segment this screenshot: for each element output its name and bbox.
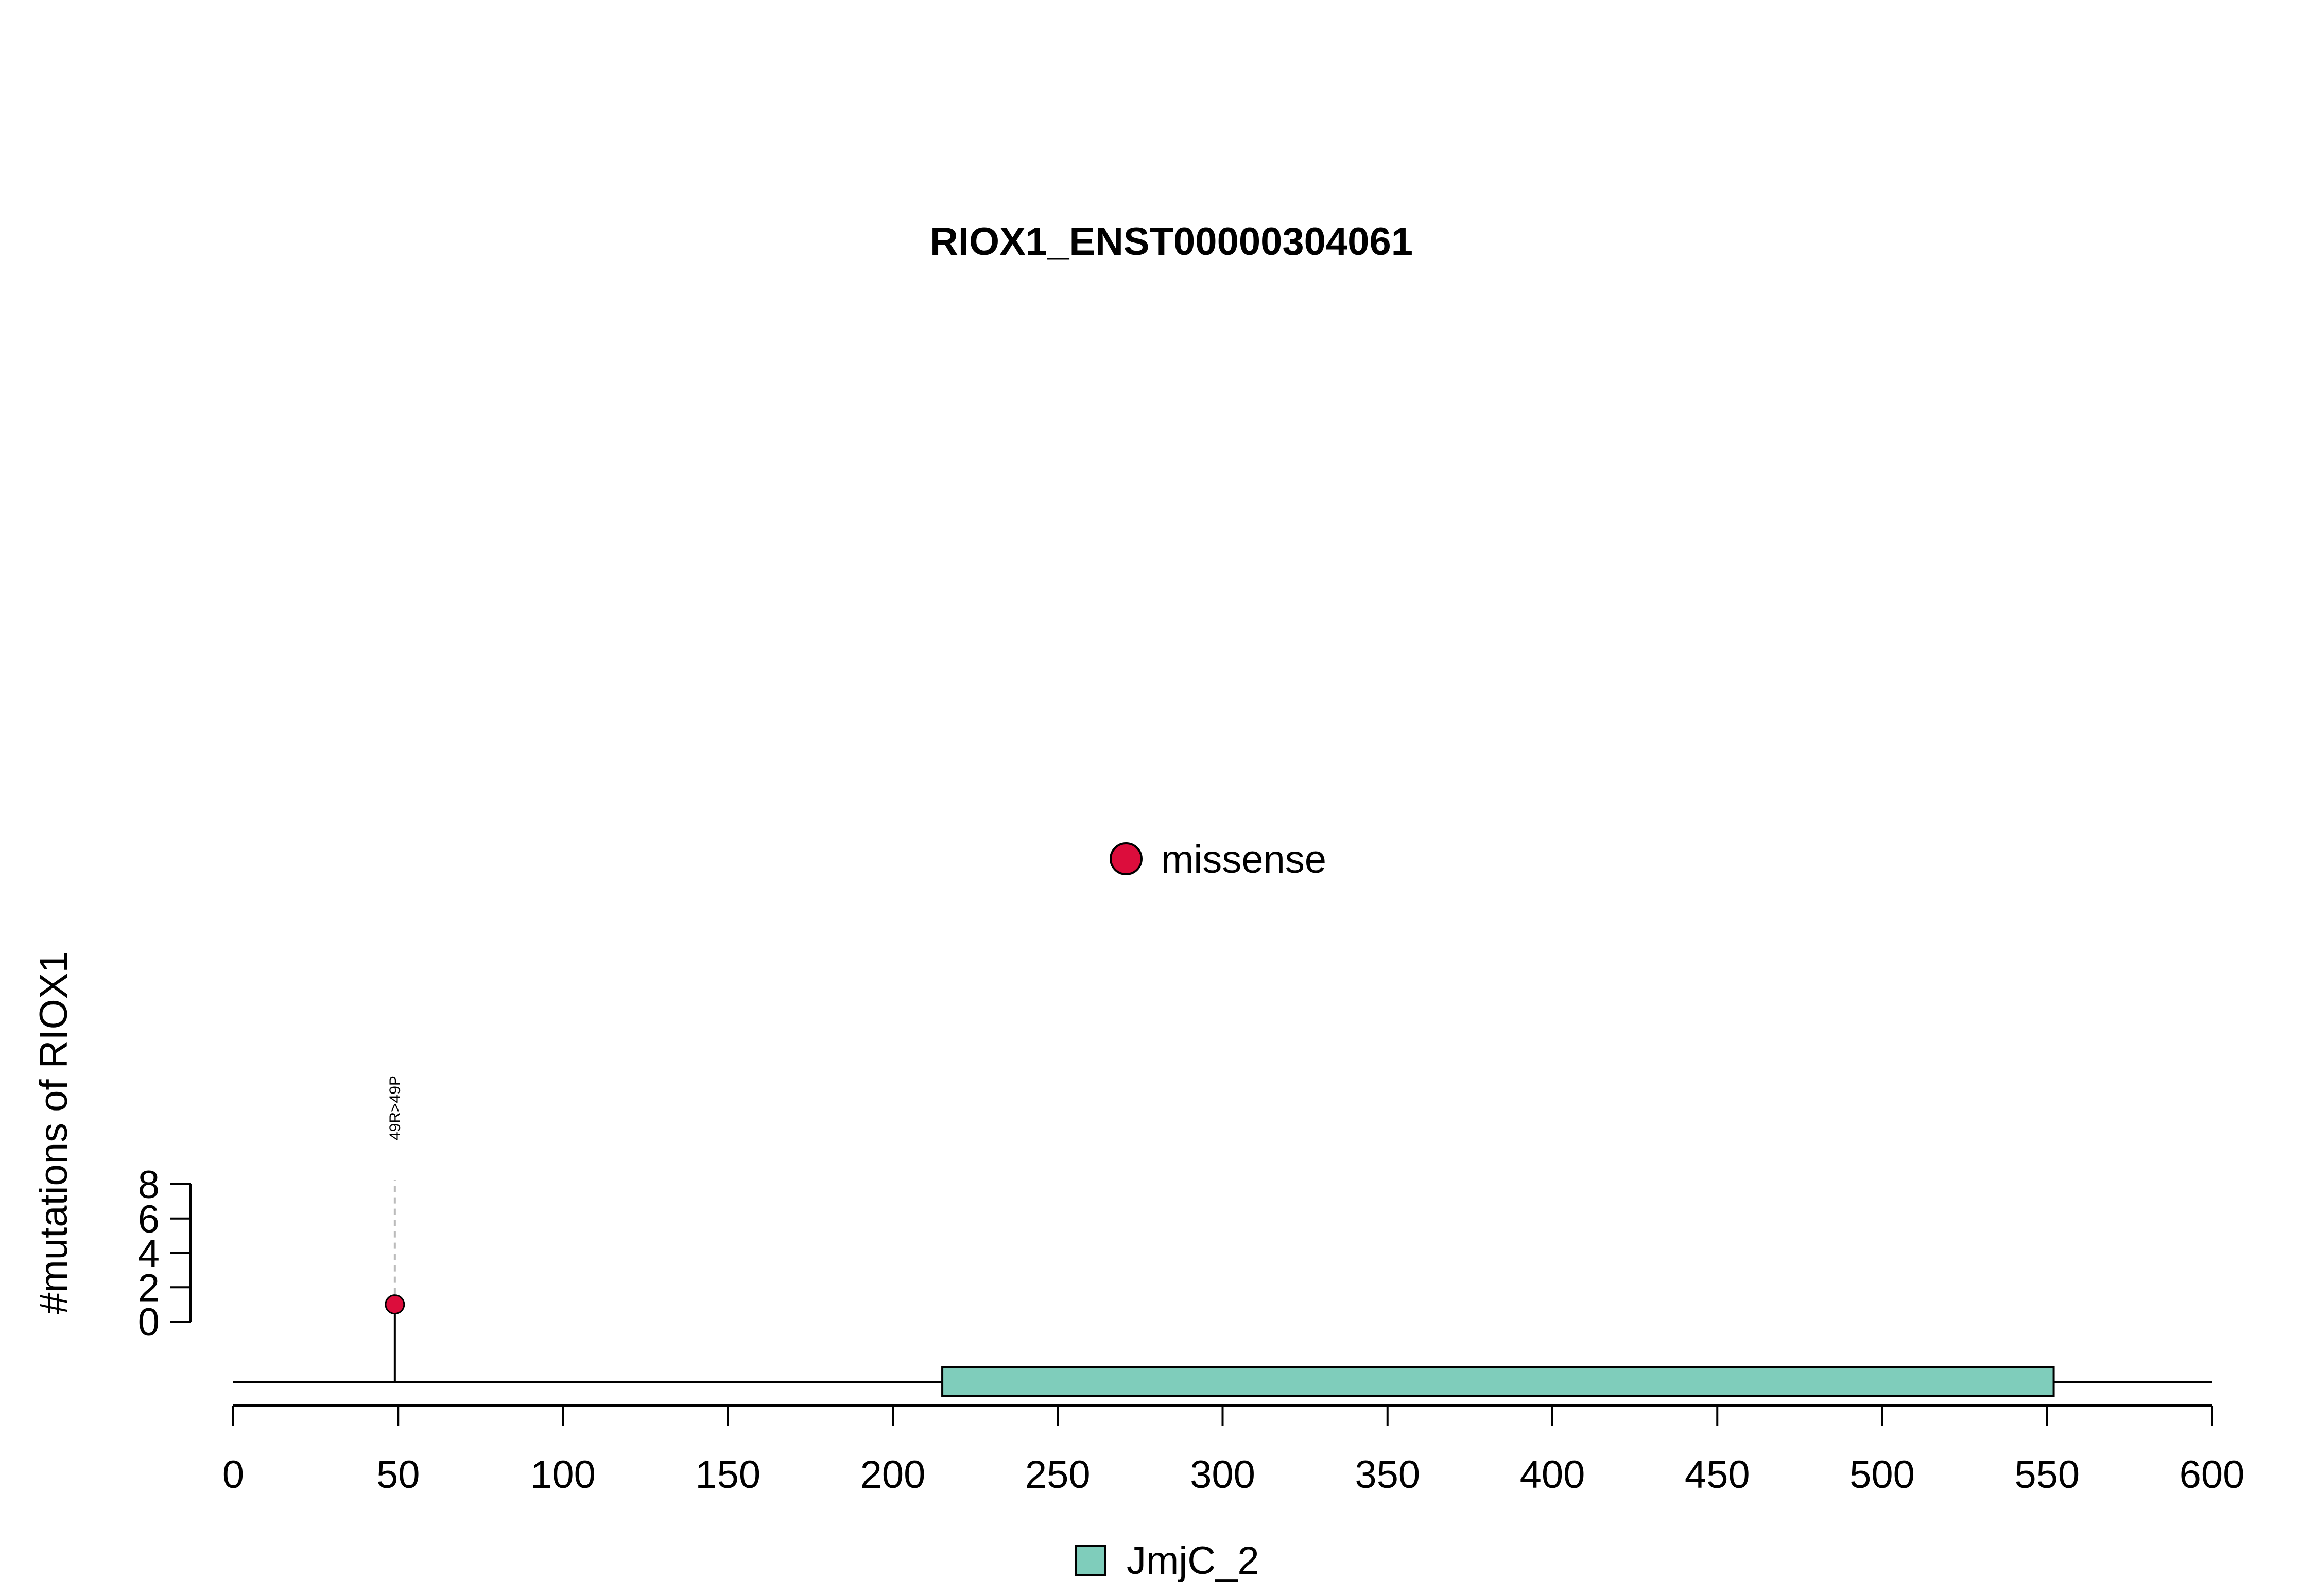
- x-tick-label: 100: [530, 1453, 596, 1497]
- mutation-lollipops: 49R>49P: [385, 1075, 405, 1382]
- x-tick-label: 450: [1685, 1453, 1750, 1497]
- x-tick-label: 550: [2014, 1453, 2080, 1497]
- y-tick-label: 0: [138, 1300, 160, 1344]
- x-axis: 0 50 100 150 200 250 300 350 400 450 500 550 600: [222, 1404, 2245, 1497]
- domain-JmjC_2: [941, 1366, 2055, 1397]
- y-tick-label: 8: [138, 1163, 160, 1207]
- y-axis-label: #mutations of RIOX1: [32, 951, 76, 1314]
- x-tick-label: 400: [1520, 1453, 1585, 1497]
- x-tick-label: 50: [376, 1453, 420, 1497]
- lollipop-head: [385, 1294, 405, 1315]
- domain-legend: JmjC_2: [1075, 1539, 1259, 1583]
- x-tick-label: 350: [1355, 1453, 1420, 1497]
- y-tick-label: 4: [138, 1232, 160, 1276]
- x-tick-label: 0: [222, 1453, 244, 1497]
- legend-label-JmjC_2: JmjC_2: [1127, 1539, 1259, 1583]
- legend-marker-missense: [1110, 842, 1143, 875]
- x-tick-label: 600: [2180, 1453, 2245, 1497]
- legend-label-missense: missense: [1161, 838, 1326, 881]
- mutation-label: 49R>49P: [387, 1075, 404, 1140]
- legend-swatch-JmjC_2: [1075, 1545, 1106, 1576]
- y-tick-label: 6: [138, 1198, 160, 1241]
- x-tick-label: 500: [1849, 1453, 1915, 1497]
- mutation-type-legend: missense: [1110, 838, 1326, 881]
- x-tick-label: 250: [1025, 1453, 1091, 1497]
- chart-title: RIOX1_ENST00000304061: [930, 220, 1413, 264]
- x-tick-label: 150: [695, 1453, 760, 1497]
- domains: [941, 1366, 2055, 1397]
- x-tick-label: 200: [860, 1453, 926, 1497]
- y-tick-label: 2: [138, 1266, 160, 1310]
- x-tick-label: 300: [1190, 1453, 1255, 1497]
